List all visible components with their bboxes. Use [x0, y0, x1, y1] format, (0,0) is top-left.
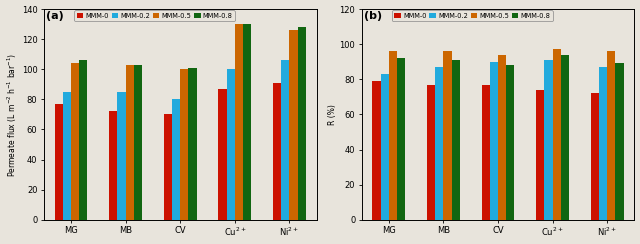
Bar: [545, 60, 552, 220]
Bar: [172, 99, 180, 220]
Bar: [591, 93, 599, 220]
Bar: [188, 68, 196, 220]
Bar: [235, 24, 243, 220]
Bar: [180, 69, 188, 220]
Bar: [435, 67, 444, 220]
Bar: [54, 104, 63, 220]
Bar: [281, 60, 289, 220]
Bar: [498, 55, 506, 220]
Legend: MMM-0, MMM-0.2, MMM-0.5, MMM-0.8: MMM-0, MMM-0.2, MMM-0.5, MMM-0.8: [74, 10, 235, 21]
Bar: [552, 50, 561, 220]
Bar: [125, 65, 134, 220]
Bar: [218, 89, 227, 220]
Bar: [298, 27, 306, 220]
Bar: [381, 74, 389, 220]
Bar: [227, 69, 235, 220]
Bar: [71, 63, 79, 220]
Y-axis label: R (%): R (%): [328, 104, 337, 125]
Bar: [63, 92, 71, 220]
Bar: [397, 58, 405, 220]
Bar: [273, 83, 281, 220]
Bar: [607, 51, 615, 220]
Bar: [109, 112, 117, 220]
Y-axis label: Permeate flux (L m$^{-2}$ h$^{-1}$ bar$^{-1}$): Permeate flux (L m$^{-2}$ h$^{-1}$ bar$^…: [6, 52, 19, 177]
Bar: [506, 65, 515, 220]
Bar: [452, 60, 460, 220]
Bar: [243, 24, 251, 220]
Bar: [444, 51, 452, 220]
Bar: [536, 90, 545, 220]
Bar: [599, 67, 607, 220]
Bar: [482, 85, 490, 220]
Bar: [389, 51, 397, 220]
Bar: [164, 114, 172, 220]
Legend: MMM-0, MMM-0.2, MMM-0.5, MMM-0.8: MMM-0, MMM-0.2, MMM-0.5, MMM-0.8: [392, 10, 552, 21]
Bar: [490, 62, 498, 220]
Text: (a): (a): [47, 11, 64, 21]
Bar: [372, 81, 381, 220]
Bar: [615, 63, 623, 220]
Bar: [289, 30, 298, 220]
Bar: [117, 92, 125, 220]
Bar: [561, 55, 569, 220]
Bar: [79, 60, 88, 220]
Text: (b): (b): [364, 11, 382, 21]
Bar: [427, 85, 435, 220]
Bar: [134, 65, 142, 220]
